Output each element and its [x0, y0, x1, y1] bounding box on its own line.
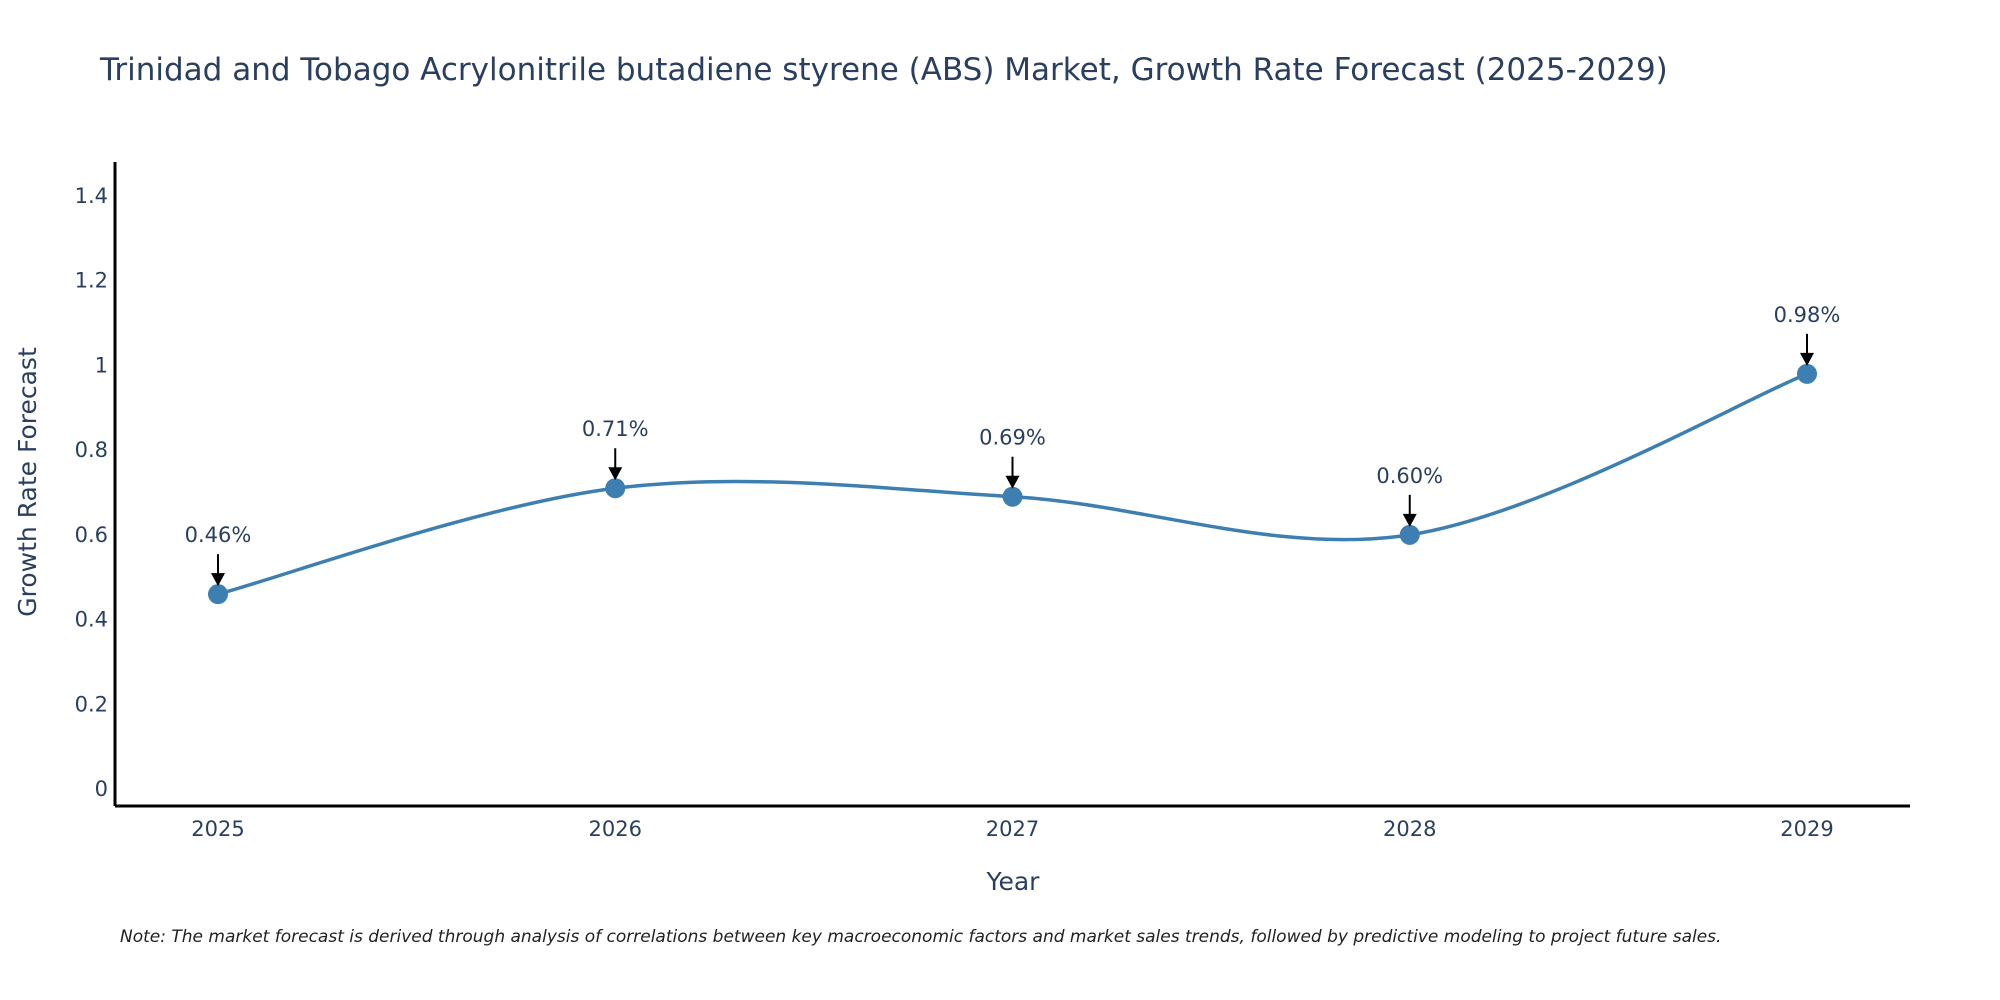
y-tick-label: 0.2 [75, 692, 108, 716]
y-tick-label: 1.2 [75, 269, 108, 293]
data-label: 0.69% [979, 426, 1046, 450]
y-tick-label: 1.4 [75, 184, 108, 208]
y-tick-label: 0.6 [75, 523, 108, 547]
x-tick-label: 2027 [986, 817, 1039, 841]
footnote: Note: The market forecast is derived thr… [120, 927, 1721, 947]
y-axis-title: Growth Rate Forecast [13, 347, 42, 617]
data-points [208, 363, 1817, 605]
data-labels: 0.46% 0.71% 0.69% 0.60% 0.98% [185, 303, 1841, 587]
annotation-arrowhead [608, 467, 623, 481]
annotation-arrowhead [1005, 475, 1020, 489]
data-point [1399, 524, 1420, 545]
y-tick-label: 0.4 [75, 608, 108, 632]
y-tick-label: 1 [95, 353, 108, 377]
y-tick-label: 0 [95, 777, 108, 801]
data-label: 0.60% [1376, 464, 1443, 488]
annotation-arrowhead [1800, 352, 1814, 366]
annotation-arrowhead [1402, 513, 1417, 527]
data-point [1002, 486, 1023, 507]
annotation-arrowhead [211, 573, 225, 587]
chart-title: Trinidad and Tobago Acrylonitrile butadi… [99, 52, 1668, 88]
x-axis-title: Year [986, 867, 1041, 896]
data-label: 0.98% [1774, 303, 1841, 327]
data-label: 0.71% [582, 417, 649, 441]
y-tick-label: 0.8 [75, 438, 108, 462]
x-tick-label: 2028 [1383, 817, 1436, 841]
data-point [208, 584, 228, 605]
data-point [605, 478, 626, 499]
data-label: 0.46% [185, 523, 252, 547]
data-point [1797, 363, 1817, 384]
x-tick-label: 2029 [1780, 817, 1833, 841]
x-tick-label: 2026 [589, 817, 642, 841]
x-axis-ticks: 2025 2026 2027 2028 2029 [191, 817, 1833, 841]
x-tick-label: 2025 [191, 817, 244, 841]
y-axis-ticks: 0 0.2 0.4 0.6 0.8 1 1.2 1.4 [75, 184, 108, 801]
